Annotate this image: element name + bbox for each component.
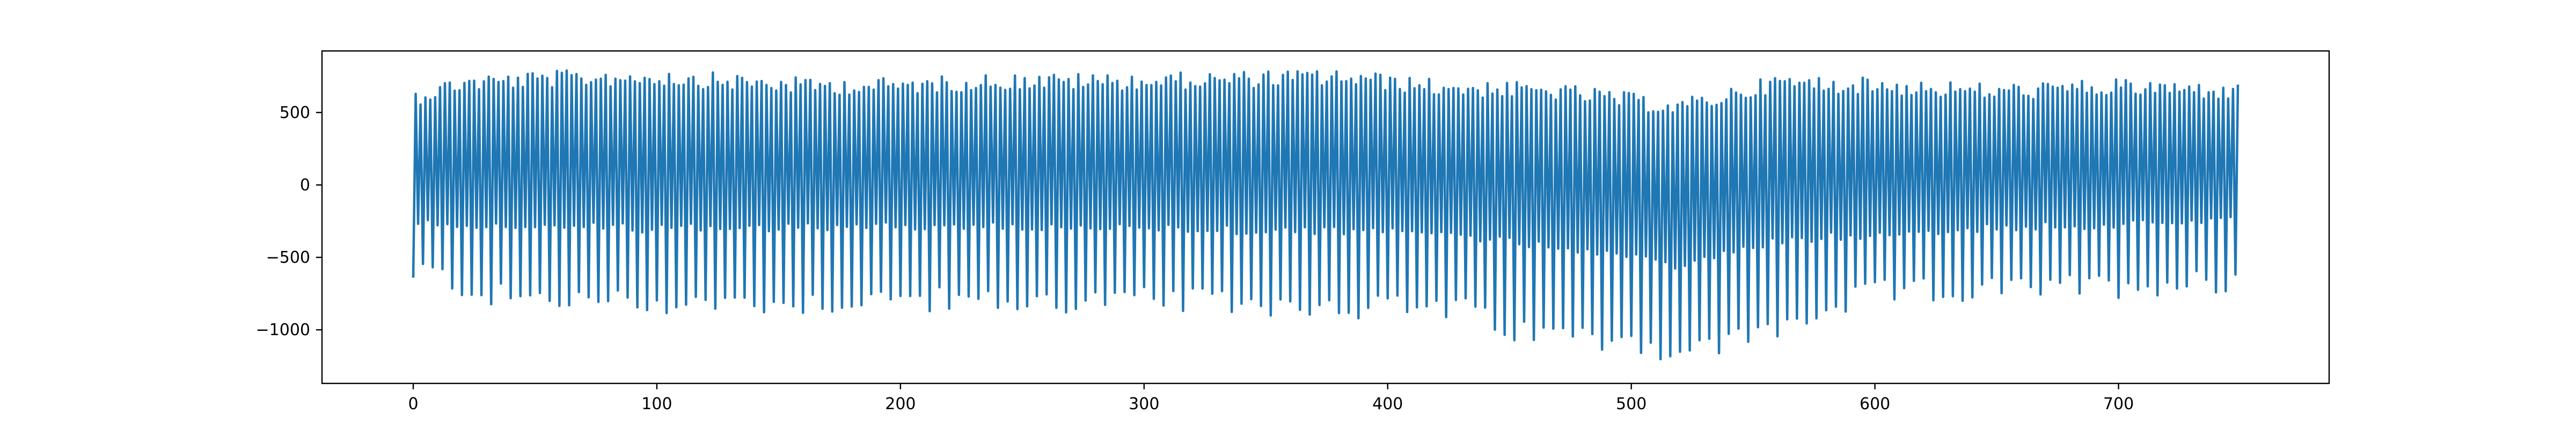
x-tick-label: 0 <box>408 395 418 413</box>
y-tick-label: −500 <box>266 248 310 267</box>
x-tick-label: 300 <box>1129 395 1159 413</box>
x-tick-label: 100 <box>641 395 672 413</box>
y-tick-label: 500 <box>280 103 310 122</box>
x-tick-label: 500 <box>1616 395 1646 413</box>
x-tick-label: 600 <box>1860 395 1890 413</box>
x-tick-label: 700 <box>2103 395 2134 413</box>
y-tick-label: 0 <box>300 176 310 195</box>
y-tick-label: −1000 <box>256 321 310 339</box>
series-line-0 <box>412 69 2240 361</box>
x-tick-label: 400 <box>1372 395 1403 413</box>
series-layer <box>412 69 2240 361</box>
x-axis: 0 100 200 300 400 500 600 700 <box>408 383 2134 413</box>
y-axis: 500 0 −500 −1000 <box>256 103 322 339</box>
x-tick-label: 200 <box>885 395 916 413</box>
